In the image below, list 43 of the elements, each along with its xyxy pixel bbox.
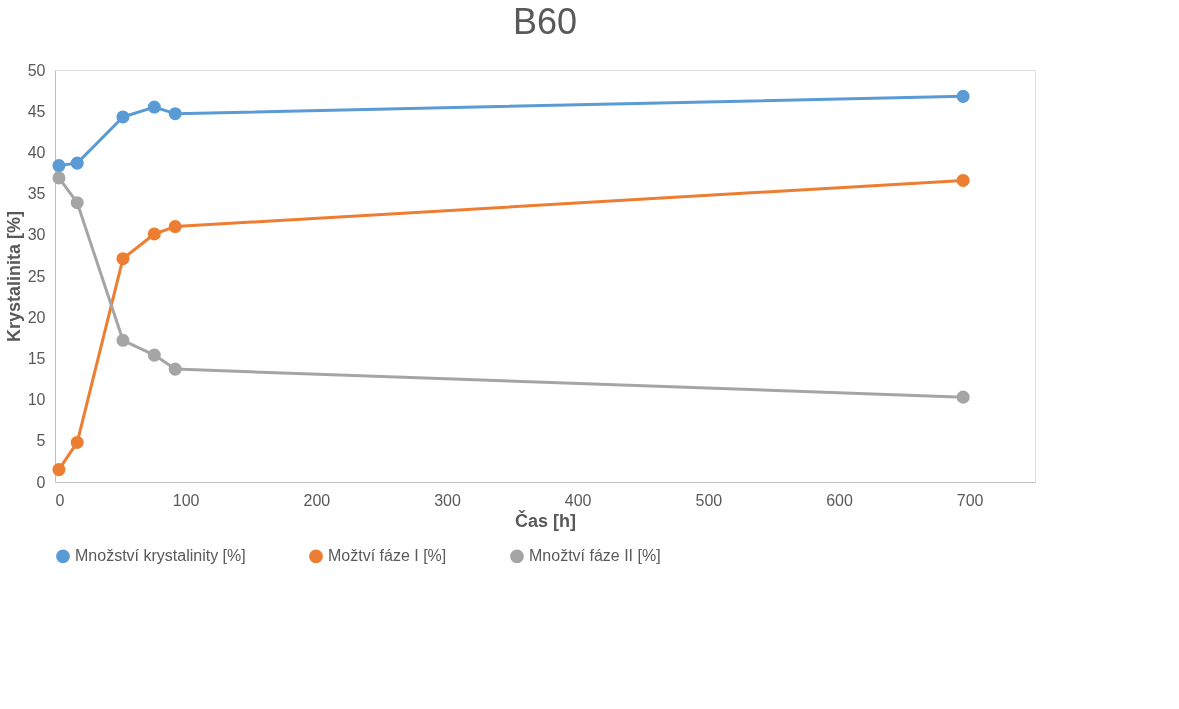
y-tick-label: 20 <box>27 308 46 326</box>
point <box>168 107 182 121</box>
x-tick-label: 600 <box>826 491 853 509</box>
x-tick-label: 0 <box>55 491 65 509</box>
x-axis-title: Čas [h] <box>514 509 577 531</box>
point <box>168 220 182 234</box>
y-tick-label: 10 <box>27 391 46 409</box>
legend-label: Možtví fáze I [%] <box>328 547 447 565</box>
y-tick-label: 30 <box>27 226 46 244</box>
point <box>70 156 84 170</box>
x-tick-label: 200 <box>303 491 331 509</box>
x-tick-label: 700 <box>956 491 984 509</box>
point <box>147 348 161 362</box>
point <box>52 159 66 173</box>
point <box>52 171 66 185</box>
point <box>168 362 182 376</box>
y-tick-label: 50 <box>27 61 46 79</box>
y-tick-label: 40 <box>27 143 46 161</box>
chart-title: B60 <box>512 1 578 42</box>
point <box>956 173 970 187</box>
point <box>70 196 84 210</box>
y-tick-label: 45 <box>27 102 46 120</box>
y-tick-label: 5 <box>36 432 46 450</box>
point <box>956 89 970 103</box>
point <box>147 100 161 114</box>
point <box>52 463 66 477</box>
x-tick-label: 500 <box>695 491 723 509</box>
legend-label: Množství krystalinity [%] <box>75 547 246 565</box>
point <box>116 110 130 124</box>
y-tick-label: 0 <box>36 473 46 491</box>
y-tick-label: 35 <box>27 185 46 203</box>
legend-label: Množtví fáze II [%] <box>529 547 661 565</box>
point <box>116 333 130 347</box>
point <box>147 227 161 241</box>
y-tick-label: 15 <box>27 349 46 367</box>
x-tick-label: 300 <box>434 491 461 509</box>
x-tick-label: 100 <box>172 491 200 509</box>
y-tick-label: 25 <box>27 267 46 285</box>
point <box>70 435 84 449</box>
point <box>956 390 970 404</box>
y-axis-title: Krystalinita [%] <box>3 210 24 343</box>
point <box>116 252 130 266</box>
x-tick-label: 400 <box>564 491 592 509</box>
